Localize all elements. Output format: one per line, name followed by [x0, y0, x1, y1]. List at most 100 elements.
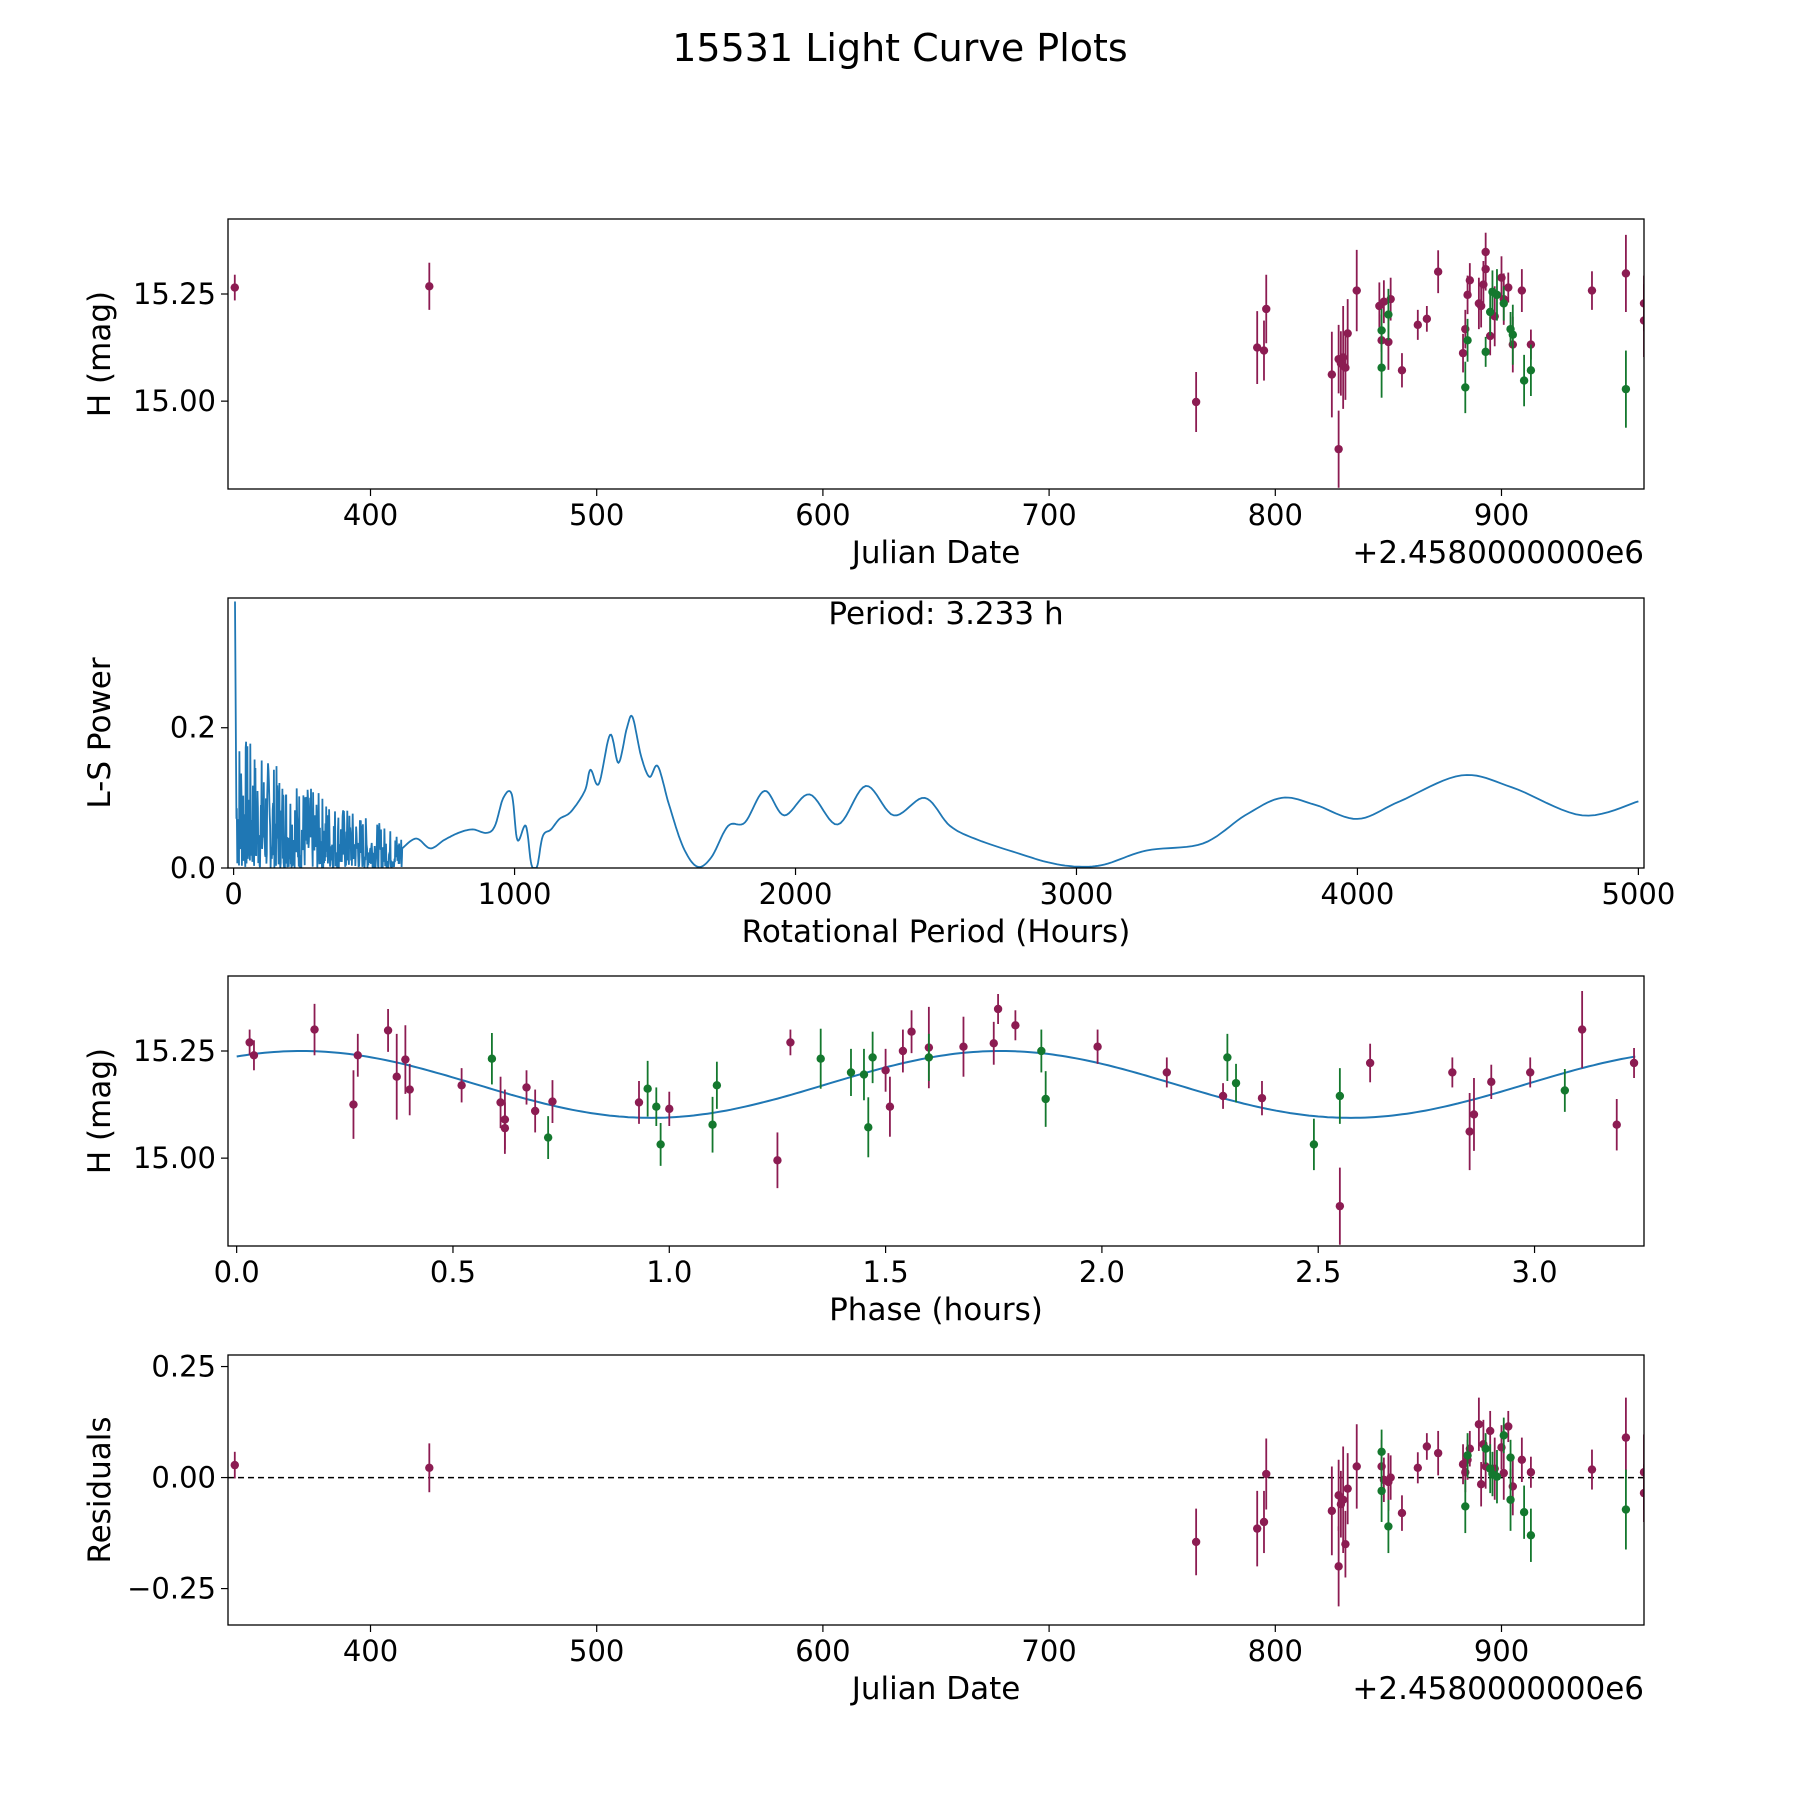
residuals-point-g [1506, 1453, 1515, 1462]
residuals-point-r [1259, 1517, 1269, 1527]
phased-point-g [487, 1054, 497, 1063]
phased-point-r [1335, 1201, 1345, 1211]
residuals-xtick-label: 700 [1021, 1634, 1076, 1668]
residuals-point-g [1499, 1431, 1508, 1440]
lightcurve-point-r [1379, 297, 1389, 306]
lightcurve-point-g [1492, 290, 1502, 300]
lightcurve-xtick-label: 700 [1021, 498, 1076, 532]
phased-point-g [816, 1054, 825, 1063]
residuals-xlabel: Julian Date [850, 1671, 1021, 1707]
phased-point-r [1612, 1120, 1621, 1129]
phased-point-r [989, 1039, 998, 1048]
lightcurve-point-g [1463, 336, 1472, 345]
phased-point-g [864, 1123, 873, 1132]
phased-xtick-label: 2.0 [1079, 1255, 1125, 1289]
phased-xtick-label: 0.5 [430, 1255, 476, 1289]
residuals-point-g [1519, 1508, 1529, 1517]
lightcurve-point-r [1397, 366, 1407, 375]
phased-point-g [1223, 1053, 1232, 1062]
lightcurve-xtick-label: 800 [1248, 498, 1303, 532]
phased-point-g [543, 1133, 553, 1142]
phased-ytick-label: 15.25 [133, 1034, 216, 1068]
lightcurve-point-g [1519, 376, 1529, 385]
lightcurve-point-r [1526, 340, 1536, 349]
phased-point-g [846, 1068, 856, 1077]
phased-point-r [773, 1156, 782, 1165]
phased-ytick-label: 15.00 [133, 1141, 216, 1175]
lightcurve-point-r [1517, 286, 1527, 295]
residuals-point-g [1481, 1444, 1490, 1453]
figure-title: 15531 Light Curve Plots [672, 26, 1128, 70]
lightcurve-ytick-label: 15.25 [133, 277, 216, 311]
residuals-point-g [1461, 1502, 1470, 1511]
periodogram-ytick-label: 0.2 [170, 711, 216, 745]
lightcurve-point-g [1499, 299, 1508, 308]
phased-point-r [353, 1051, 362, 1060]
residuals-xtick-label: 500 [569, 1634, 624, 1668]
residuals-point-r [1191, 1537, 1201, 1547]
residuals-point-g [1526, 1531, 1536, 1540]
lightcurve-point-g [1384, 310, 1393, 319]
phased-point-r [634, 1098, 644, 1107]
residuals-point-r [1413, 1463, 1423, 1472]
phased-point-g [859, 1070, 869, 1079]
phased-point-r [1448, 1068, 1457, 1077]
phased-xlabel: Phase (hours) [829, 1292, 1043, 1328]
periodogram-axes: 0 1000 2000 3000 4000 5000 0.0 0.2 Rotational Pe… [82, 657, 1675, 950]
periodogram-xtick-label: 2000 [759, 877, 833, 911]
residuals-point-r [1517, 1455, 1527, 1465]
residuals-point-r [1639, 1468, 1644, 1477]
phased-point-r [993, 1004, 1003, 1014]
residuals-axes: 400 500 600 700 800 900 0.25 0.00 −0.25 Julian Da… [82, 1350, 1644, 1707]
lightcurve-point-g [1621, 384, 1631, 394]
periodogram-xtick-label: 5000 [1601, 877, 1675, 911]
residuals-point-r [425, 1463, 434, 1472]
residuals-point-g [1463, 1451, 1472, 1460]
phased-point-g [1231, 1078, 1241, 1088]
phased-point-r [349, 1100, 358, 1109]
phased-point-r [522, 1083, 531, 1092]
residuals-point-r [1526, 1468, 1536, 1477]
phased-point-r [548, 1097, 557, 1106]
period-annotation: Period: 3.233 h [828, 596, 1063, 632]
lightcurve-point-r [1639, 316, 1644, 325]
lightcurve-point-r [1253, 343, 1262, 352]
phased-point-r [405, 1085, 414, 1094]
phased-point-r [881, 1066, 890, 1075]
residuals-point-r [1327, 1506, 1337, 1516]
lightcurve-ytick-label: 15.00 [133, 384, 216, 418]
residuals-ytick-label: 0.25 [151, 1350, 216, 1384]
lightcurve-point-r [1485, 331, 1495, 341]
phased-point-r [1257, 1093, 1267, 1103]
phased-point-r [1465, 1127, 1474, 1136]
residuals-point-r [1499, 1468, 1508, 1478]
phased-point-r [1577, 1025, 1587, 1034]
phased-xtick-label: 2.5 [1295, 1255, 1341, 1289]
phased-point-g [1560, 1086, 1570, 1095]
phased-point-r [1162, 1068, 1172, 1077]
phased-point-r [885, 1102, 895, 1111]
lightcurve-xtick-label: 900 [1474, 498, 1529, 532]
residuals-point-r [1587, 1465, 1597, 1474]
phased-point-r [401, 1055, 410, 1064]
lightcurve-point-r [230, 283, 239, 292]
phased-model-curve [236, 1050, 1636, 1119]
phased-point-g [712, 1081, 722, 1090]
phased-point-r [530, 1106, 540, 1116]
lightcurve-point-r [425, 282, 434, 291]
phased-point-r [1011, 1021, 1020, 1030]
residuals-point-g [1377, 1486, 1386, 1496]
phased-point-g [1037, 1046, 1046, 1056]
periodogram-xtick-label: 1000 [478, 877, 552, 911]
phased-axes: 0.0 0.5 1.0 1.5 2.0 2.5 3.0 15.00 15.25 Phase (ho… [82, 1034, 1558, 1328]
phased-point-g [652, 1102, 661, 1111]
phased-point-r [383, 1026, 393, 1035]
lightcurve-point-r [1458, 348, 1468, 358]
residuals-point-r [1397, 1508, 1407, 1518]
phased-xtick-label: 3.0 [1511, 1255, 1557, 1289]
residuals-frame [227, 1354, 1645, 1626]
lightcurve-point-r [1481, 247, 1490, 257]
phased-point-g [643, 1084, 652, 1093]
residuals-xtick-label: 800 [1248, 1634, 1303, 1668]
